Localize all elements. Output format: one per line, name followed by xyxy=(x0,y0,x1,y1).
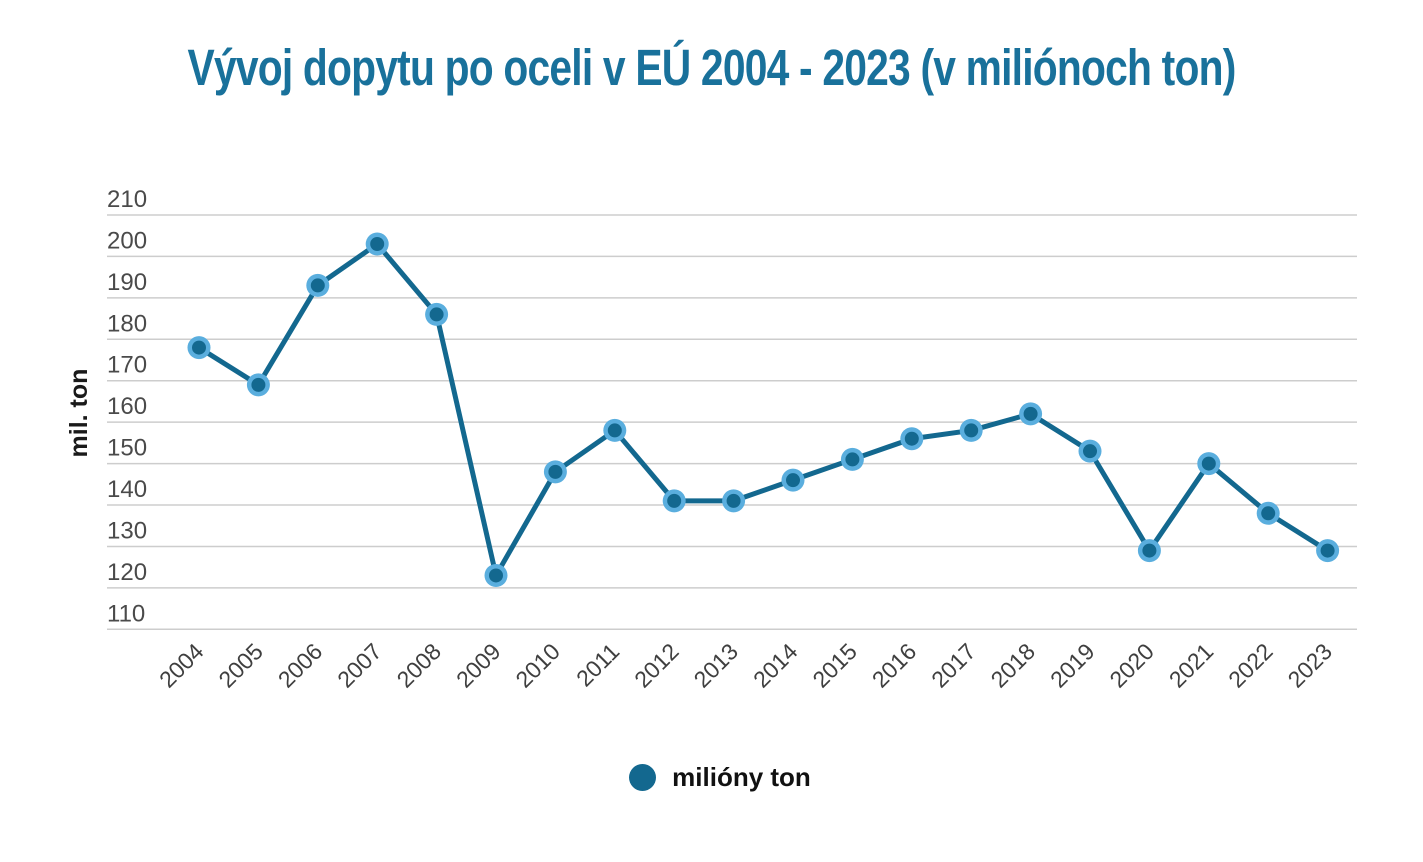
data-point-2004 xyxy=(192,340,206,355)
x-tick-label-2021: 2021 xyxy=(1164,638,1219,693)
x-tick-label-2012: 2012 xyxy=(629,638,684,693)
legend: milióny ton xyxy=(0,762,1423,793)
y-tick-label-190: 190 xyxy=(107,269,147,296)
x-tick-label-2020: 2020 xyxy=(1104,638,1159,693)
data-point-2016 xyxy=(904,431,919,446)
data-point-2020 xyxy=(1142,543,1157,558)
data-point-2017 xyxy=(964,423,979,438)
data-point-2023 xyxy=(1320,543,1335,558)
x-tick-label-2015: 2015 xyxy=(807,638,862,693)
data-point-2022 xyxy=(1261,506,1276,521)
legend-label: milióny ton xyxy=(672,762,811,792)
data-point-2008 xyxy=(429,307,444,322)
data-point-2009 xyxy=(489,568,503,583)
data-point-2005 xyxy=(251,377,266,392)
x-tick-label-2013: 2013 xyxy=(689,638,744,693)
x-tick-label-2016: 2016 xyxy=(867,638,922,693)
x-tick-label-2010: 2010 xyxy=(510,638,565,693)
y-tick-label-170: 170 xyxy=(107,352,147,379)
x-tick-label-2005: 2005 xyxy=(213,638,268,693)
y-tick-label-160: 160 xyxy=(107,393,147,420)
y-tick-label-150: 150 xyxy=(107,435,147,462)
data-point-2021 xyxy=(1201,456,1216,471)
y-tick-label-140: 140 xyxy=(107,476,147,503)
x-tick-label-2014: 2014 xyxy=(748,638,803,693)
x-tick-label-2007: 2007 xyxy=(332,638,387,693)
x-tick-label-2018: 2018 xyxy=(986,638,1041,693)
x-tick-label-2009: 2009 xyxy=(451,638,506,693)
data-point-2007 xyxy=(370,237,385,252)
x-tick-label-2004: 2004 xyxy=(154,638,209,693)
data-point-2015 xyxy=(845,452,860,467)
data-point-2014 xyxy=(786,473,800,488)
data-point-2012 xyxy=(667,493,682,508)
x-tick-label-2006: 2006 xyxy=(273,638,328,693)
data-point-2011 xyxy=(607,423,622,438)
series-line xyxy=(196,241,1331,578)
y-tick-label-210: 210 xyxy=(107,186,147,213)
x-tick-label-2017: 2017 xyxy=(926,638,981,693)
y-tick-label-120: 120 xyxy=(107,559,147,586)
x-tick-label-2023: 2023 xyxy=(1283,638,1338,693)
y-tick-label-110: 110 xyxy=(107,600,145,627)
y-tick-label-180: 180 xyxy=(107,310,147,337)
x-tick-label-2019: 2019 xyxy=(1045,638,1100,693)
y-tick-label-130: 130 xyxy=(107,517,147,544)
data-point-2006 xyxy=(310,278,325,293)
y-tick-label-200: 200 xyxy=(107,227,147,254)
x-tick-label-2008: 2008 xyxy=(392,638,447,693)
chart-title: Vývoj dopytu po oceli v EÚ 2004 - 2023 (… xyxy=(187,39,1237,96)
data-point-2019 xyxy=(1083,444,1097,459)
data-point-2010 xyxy=(548,464,563,479)
legend-series-marker-icon xyxy=(629,764,657,791)
x-tick-label-2011: 2011 xyxy=(571,638,624,691)
x-tick-label-2022: 2022 xyxy=(1223,638,1278,693)
data-point-2013 xyxy=(726,493,741,508)
data-point-2018 xyxy=(1023,406,1038,421)
